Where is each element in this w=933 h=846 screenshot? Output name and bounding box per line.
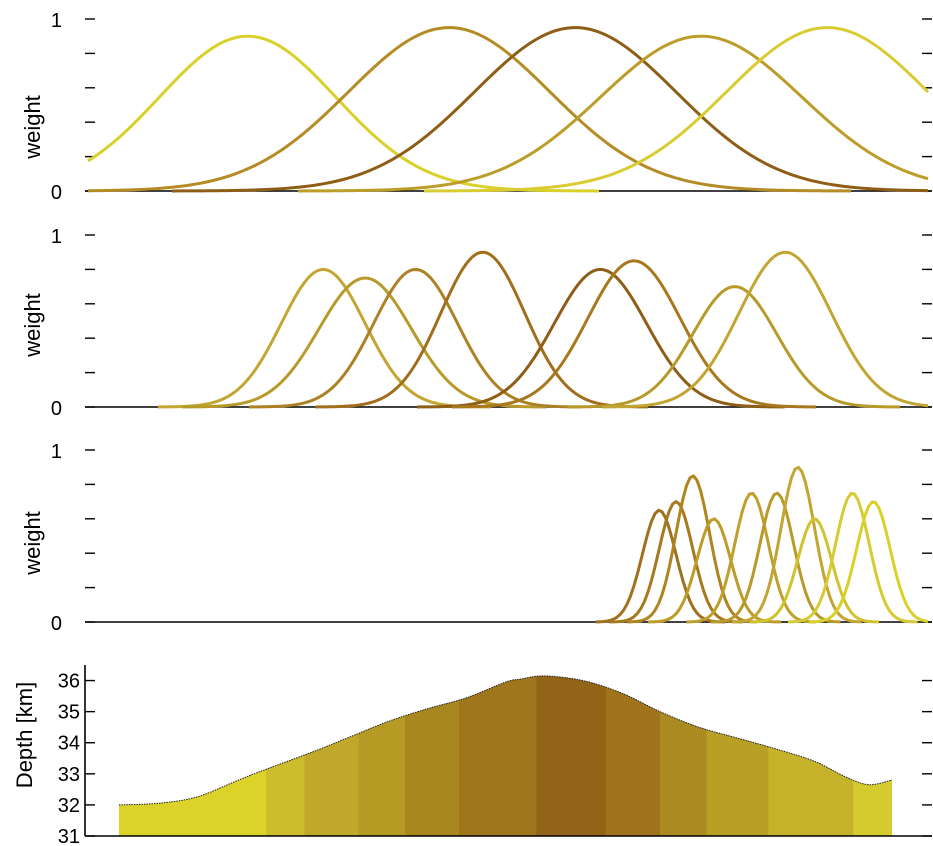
weights-panel-3: 0 1 weight: [20, 441, 932, 635]
weight-curve-2: [87, 26, 852, 193]
y-tick-label: 33: [58, 764, 80, 786]
weight-curve-3: [171, 26, 929, 193]
y-axis-label: Depth [km]: [12, 682, 37, 788]
y-tick-label: 0: [51, 182, 62, 204]
weight-curve-9: [787, 491, 918, 624]
weight-curve-7: [731, 465, 862, 624]
depth-band-9: [660, 675, 708, 836]
weight-curve-7: [567, 285, 901, 409]
weight-curve-5: [416, 267, 785, 409]
depth-band-12: [853, 675, 892, 836]
weight-curve-6: [451, 259, 817, 409]
weight-curve-6: [710, 491, 841, 624]
profile-outline: [118, 675, 893, 806]
y-axis-label: weight: [20, 511, 45, 576]
y-tick-label: 0: [51, 398, 62, 420]
weight-curve-5: [423, 26, 930, 193]
depth-band-4: [358, 675, 406, 836]
y-tick-label: 35: [58, 702, 80, 724]
weight-curve-5: [686, 491, 817, 624]
depth-band-11: [768, 675, 854, 836]
y-axis-label: weight: [20, 293, 45, 358]
weight-curve-4: [647, 517, 782, 624]
y-tick-label: 1: [51, 10, 62, 32]
weight-curve-4: [297, 34, 929, 193]
depth-band-8: [605, 675, 661, 836]
weight-curve-1: [87, 34, 599, 193]
weight-curve-2: [182, 276, 547, 409]
y-tick-label: 1: [51, 226, 62, 248]
weight-curve-2: [609, 500, 743, 624]
y-tick-label: 36: [58, 671, 80, 693]
y-tick-label: 34: [58, 733, 80, 755]
depth-band-3: [304, 675, 360, 836]
weight-curve-8: [602, 250, 929, 409]
depth-band-10: [706, 675, 769, 836]
y-tick-label: 0: [51, 613, 62, 635]
y-tick-label: 1: [51, 441, 62, 463]
depth-band-7: [536, 675, 607, 836]
weights-panel-1: 0 1 weight: [20, 10, 932, 204]
weights-panel-2: 0 1 weight: [20, 226, 932, 420]
y-tick-label: 32: [58, 795, 80, 817]
weight-curve-10: [808, 500, 929, 624]
depth-panel: 31 32 33 34 35 36 Depth [km]: [12, 665, 932, 846]
depth-bands: [119, 675, 892, 836]
weight-curve-4: [315, 250, 649, 409]
depth-band-1: [119, 675, 267, 836]
y-axis-label: weight: [20, 95, 45, 160]
weight-curve-1: [157, 267, 491, 409]
weight-curve-8: [749, 517, 880, 624]
y-tick-label: 31: [58, 826, 80, 846]
depth-band-2: [265, 675, 306, 836]
depth-band-6: [459, 675, 538, 836]
depth-band-5: [405, 675, 460, 836]
weight-curve-3: [248, 267, 582, 409]
